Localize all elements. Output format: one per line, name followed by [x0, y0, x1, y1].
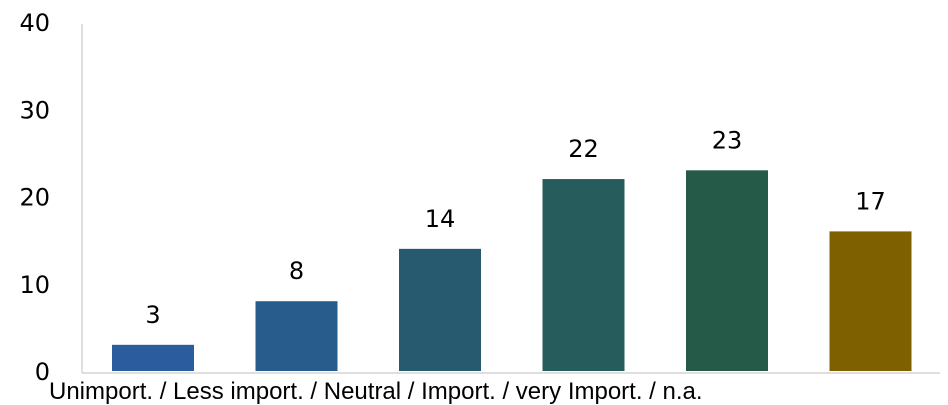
bar-n-a [829, 231, 912, 371]
data-label: 17 [855, 187, 886, 215]
bar-unimport [112, 344, 194, 371]
data-labels: 3 8 14 22 23 17 [145, 126, 885, 329]
data-label: 3 [145, 301, 160, 329]
y-tick-label: 40 [19, 9, 50, 37]
bar-neutral [399, 248, 481, 371]
x-axis-label: Unimport. / Less import. / Neutral / Imp… [49, 378, 703, 405]
y-tick-label: 10 [19, 271, 50, 299]
bars [112, 170, 912, 371]
bar-import [542, 179, 625, 371]
y-tick-label: 20 [19, 184, 50, 212]
y-tick-label: 30 [19, 96, 50, 124]
bar-very-import [686, 170, 768, 371]
y-tick-labels: 0 10 20 30 40 [19, 9, 50, 386]
data-label: 8 [289, 257, 304, 285]
data-label: 22 [568, 135, 599, 163]
data-label: 14 [425, 205, 456, 233]
y-tick-label: 0 [35, 358, 50, 386]
data-label: 23 [712, 126, 743, 154]
bar-less-import [255, 301, 338, 371]
